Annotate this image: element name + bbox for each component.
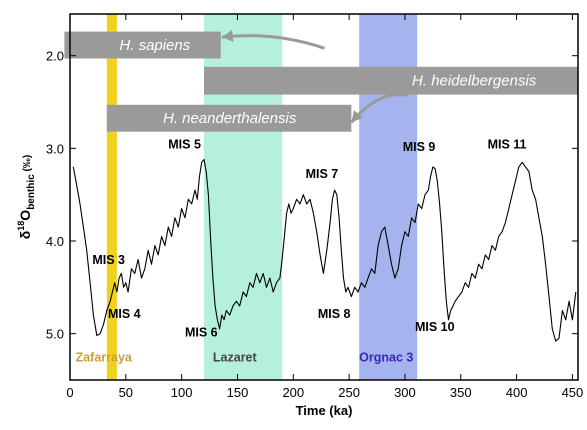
- site-band-label: Zafarraya: [76, 350, 133, 364]
- plot-frame: [69, 13, 579, 381]
- species-bar-label: H. heidelbergensis: [412, 73, 537, 90]
- x-tick-label: 0: [66, 385, 73, 400]
- x-tick-label: 450: [562, 385, 584, 400]
- y-axis-title-sub: benthic: [26, 174, 37, 210]
- y-axis-title-sup: 18: [16, 221, 26, 231]
- y-axis-title: δ18Obenthic (‰): [16, 155, 37, 239]
- site-band-label: Lazaret: [213, 350, 258, 364]
- x-axis: 0 50 100 150 200 250 300 350 400 450: [66, 14, 583, 400]
- site-band: [106, 14, 117, 380]
- y-tick-label: 2.0: [46, 49, 64, 64]
- x-tick-label: 350: [450, 385, 472, 400]
- species-bar: [106, 104, 352, 132]
- site-band-label: Orgnac 3: [359, 350, 413, 364]
- y-tick-label: 4.0: [46, 234, 64, 249]
- y-axis-title-unit: (‰): [22, 155, 33, 174]
- series-line: [72, 158, 577, 342]
- mis-label: MIS 11: [488, 137, 527, 151]
- mis-label: MIS 8: [318, 307, 351, 321]
- species-bar-label: H. neanderthalensis: [163, 110, 297, 127]
- series-layer: [72, 158, 577, 342]
- arrow-head: [221, 29, 234, 42]
- x-tick-label: 50: [119, 385, 133, 400]
- arrow-head: [351, 110, 364, 123]
- mis-label: MIS 5: [168, 137, 201, 151]
- y-axis-title-base: δ: [17, 231, 33, 240]
- mis-label: MIS 3: [92, 253, 125, 267]
- y-axis-title-main: O: [17, 210, 33, 221]
- mis-label: MIS 10: [415, 320, 455, 334]
- x-tick-label: 300: [394, 385, 416, 400]
- species-bars: H. sapiens H. heidelbergensis H. neanderth…: [64, 29, 578, 132]
- y-tick-label: 3.0: [46, 141, 64, 156]
- species-bar-label: H. sapiens: [119, 37, 190, 54]
- x-tick-label: 400: [506, 385, 528, 400]
- mis-label: MIS 4: [108, 307, 141, 321]
- species-bar: [203, 66, 578, 95]
- x-tick-label: 150: [227, 385, 249, 400]
- y-tick-label: 5.0: [46, 327, 64, 342]
- mis-annotations: MIS 3 MIS 4 MIS 5 MIS 6 MIS 7 MIS 8 MIS 9 MIS 1…: [92, 137, 526, 339]
- species-bar: [64, 31, 221, 59]
- x-axis-title: Time (ka): [296, 403, 353, 418]
- mis-label: MIS 7: [306, 167, 339, 181]
- x-tick-label: 100: [171, 385, 193, 400]
- y-axis: 2.0 3.0 4.0 5.0: [46, 49, 578, 342]
- x-tick-label: 250: [338, 385, 360, 400]
- mis-label: MIS 9: [403, 140, 436, 154]
- x-tick-label: 200: [282, 385, 304, 400]
- mis-label: MIS 6: [185, 325, 218, 339]
